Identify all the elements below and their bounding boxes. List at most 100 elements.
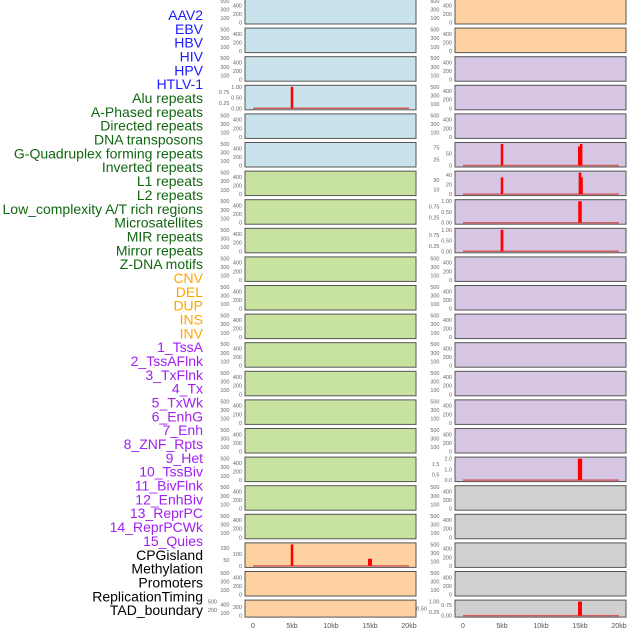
y-tick-label: 200 bbox=[443, 298, 452, 304]
y-tick-label: 100 bbox=[430, 502, 439, 508]
track-label: CPGisland bbox=[136, 547, 203, 563]
y-tick-label: 100 bbox=[220, 73, 229, 79]
y-tick-label: 100 bbox=[220, 274, 229, 280]
track-label: ReplicationTiming bbox=[92, 588, 203, 604]
y-tick-label: 100 bbox=[430, 302, 439, 308]
track-label: L2 repeats bbox=[137, 187, 203, 203]
y-tick-label: 300 bbox=[430, 294, 439, 300]
y-tick-label: 500 bbox=[430, 285, 439, 291]
y-tick-label: 100 bbox=[430, 588, 439, 594]
y-tick-label: 500 bbox=[430, 256, 439, 262]
y-tick-label: 200 bbox=[443, 498, 452, 504]
track-panel bbox=[244, 227, 417, 254]
y-tick-label: 300 bbox=[430, 580, 439, 586]
track-label: EBV bbox=[175, 21, 204, 37]
y-tick-label: 100 bbox=[220, 16, 229, 22]
y-tick-label: 300 bbox=[220, 379, 229, 385]
y-tick-label: 400 bbox=[233, 432, 242, 438]
track-panel bbox=[454, 428, 627, 454]
y-tick-label: 300 bbox=[430, 437, 439, 443]
y-tick-label: 200 bbox=[233, 355, 242, 361]
signal-bar bbox=[580, 177, 583, 195]
y-tick-label: 300 bbox=[430, 8, 439, 14]
y-tick-label: 400 bbox=[233, 204, 242, 210]
y-tick-label: 50 bbox=[446, 152, 452, 158]
y-tick-label: 200 bbox=[233, 327, 242, 333]
y-tick-label: 0.00 bbox=[231, 106, 242, 112]
y-tick-label: 300 bbox=[220, 322, 229, 328]
y-tick-label: 500 bbox=[220, 342, 229, 348]
y-tick-label: 200 bbox=[233, 12, 242, 18]
track-label: 6_EnhG bbox=[152, 408, 203, 424]
y-tick-label: 100 bbox=[220, 45, 229, 51]
y-tick-label: 200 bbox=[443, 555, 452, 561]
signal-bar bbox=[579, 144, 583, 166]
y-tick-label: 200 bbox=[443, 269, 452, 275]
track-label: L1 repeats bbox=[137, 173, 203, 189]
y-tick-label: 400 bbox=[443, 32, 452, 38]
y-tick-label: 300 bbox=[220, 179, 229, 185]
track-label: G-Quadruplex forming repeats bbox=[14, 145, 203, 161]
track-panel bbox=[244, 84, 417, 111]
y-tick-label: 100 bbox=[220, 188, 229, 194]
y-tick-label: 200 bbox=[233, 470, 242, 476]
y-tick-label: 0.25 bbox=[219, 101, 230, 107]
y-tick-label: 1.00 bbox=[429, 600, 440, 606]
y-tick-label: 100 bbox=[430, 560, 439, 566]
y-tick-label: 500 bbox=[430, 399, 439, 405]
y-tick-label: 200 bbox=[443, 584, 452, 590]
x-tick-label: 5kb bbox=[286, 623, 297, 630]
y-tick-label: 0 bbox=[239, 164, 242, 170]
y-tick-label: 200 bbox=[233, 527, 242, 533]
track-label: Alu repeats bbox=[132, 90, 203, 106]
y-tick-label: 1.0 bbox=[444, 467, 452, 473]
y-tick-label: 200 bbox=[443, 126, 452, 132]
y-tick-label: 200 bbox=[443, 327, 452, 333]
y-tick-label: 0 bbox=[449, 421, 452, 427]
y-tick-label: 200 bbox=[443, 41, 452, 47]
y-tick-label: 0.75 bbox=[441, 603, 452, 609]
y-tick-label: 0 bbox=[239, 49, 242, 55]
y-tick-label: 1.00 bbox=[231, 85, 242, 91]
y-tick-label: 400 bbox=[233, 61, 242, 67]
x-tick-label: 10kb bbox=[323, 623, 338, 630]
y-tick-label: 200 bbox=[233, 412, 242, 418]
y-tick-label: 200 bbox=[233, 212, 242, 218]
y-tick-label: 200 bbox=[233, 441, 242, 447]
y-tick-label: 1.5 bbox=[432, 462, 440, 468]
y-tick-label: 500 bbox=[430, 85, 439, 91]
track-panel bbox=[454, 370, 627, 397]
y-tick-label: 300 bbox=[430, 551, 439, 557]
track-label: 14_ReprPCWk bbox=[110, 519, 204, 535]
y-tick-label: 400 bbox=[443, 289, 452, 295]
y-tick-label: 30 bbox=[433, 178, 439, 184]
y-tick-label: 100 bbox=[430, 16, 439, 22]
y-tick-label: 0.75 bbox=[429, 205, 440, 211]
y-tick-label: 400 bbox=[443, 3, 452, 9]
y-tick-label: 100 bbox=[430, 388, 439, 394]
y-tick-label: 300 bbox=[430, 322, 439, 328]
y-tick-label: 400 bbox=[443, 404, 452, 410]
y-tick-label: 300 bbox=[220, 351, 229, 357]
y-tick-label: 200 bbox=[443, 12, 452, 18]
track-label: Inverted repeats bbox=[102, 159, 203, 175]
y-tick-label: 500 bbox=[220, 228, 229, 234]
y-tick-label: 300 bbox=[220, 294, 229, 300]
track-label: Low_complexity A/T rich regions bbox=[3, 201, 204, 217]
y-tick-label: 300 bbox=[220, 408, 229, 414]
y-tick-label: 25 bbox=[433, 158, 439, 164]
y-tick-label: 400 bbox=[233, 318, 242, 324]
track-panel bbox=[244, 0, 417, 25]
track-label: Directed repeats bbox=[100, 118, 203, 134]
track-panel bbox=[244, 456, 417, 483]
y-tick-label: 200 bbox=[233, 241, 242, 247]
y-tick-label: 300 bbox=[430, 122, 439, 128]
y-tick-label: 100 bbox=[220, 359, 229, 365]
y-tick-label: 100 bbox=[430, 531, 439, 537]
track-label: 5_TxWk bbox=[152, 395, 204, 411]
y-tick-label: 400 bbox=[233, 575, 242, 581]
track-label: 10_TssBiv bbox=[139, 464, 203, 480]
y-tick-label: 0 bbox=[449, 21, 452, 27]
track-label: Z-DNA motifs bbox=[120, 256, 203, 272]
y-tick-label: 100 bbox=[220, 302, 229, 308]
